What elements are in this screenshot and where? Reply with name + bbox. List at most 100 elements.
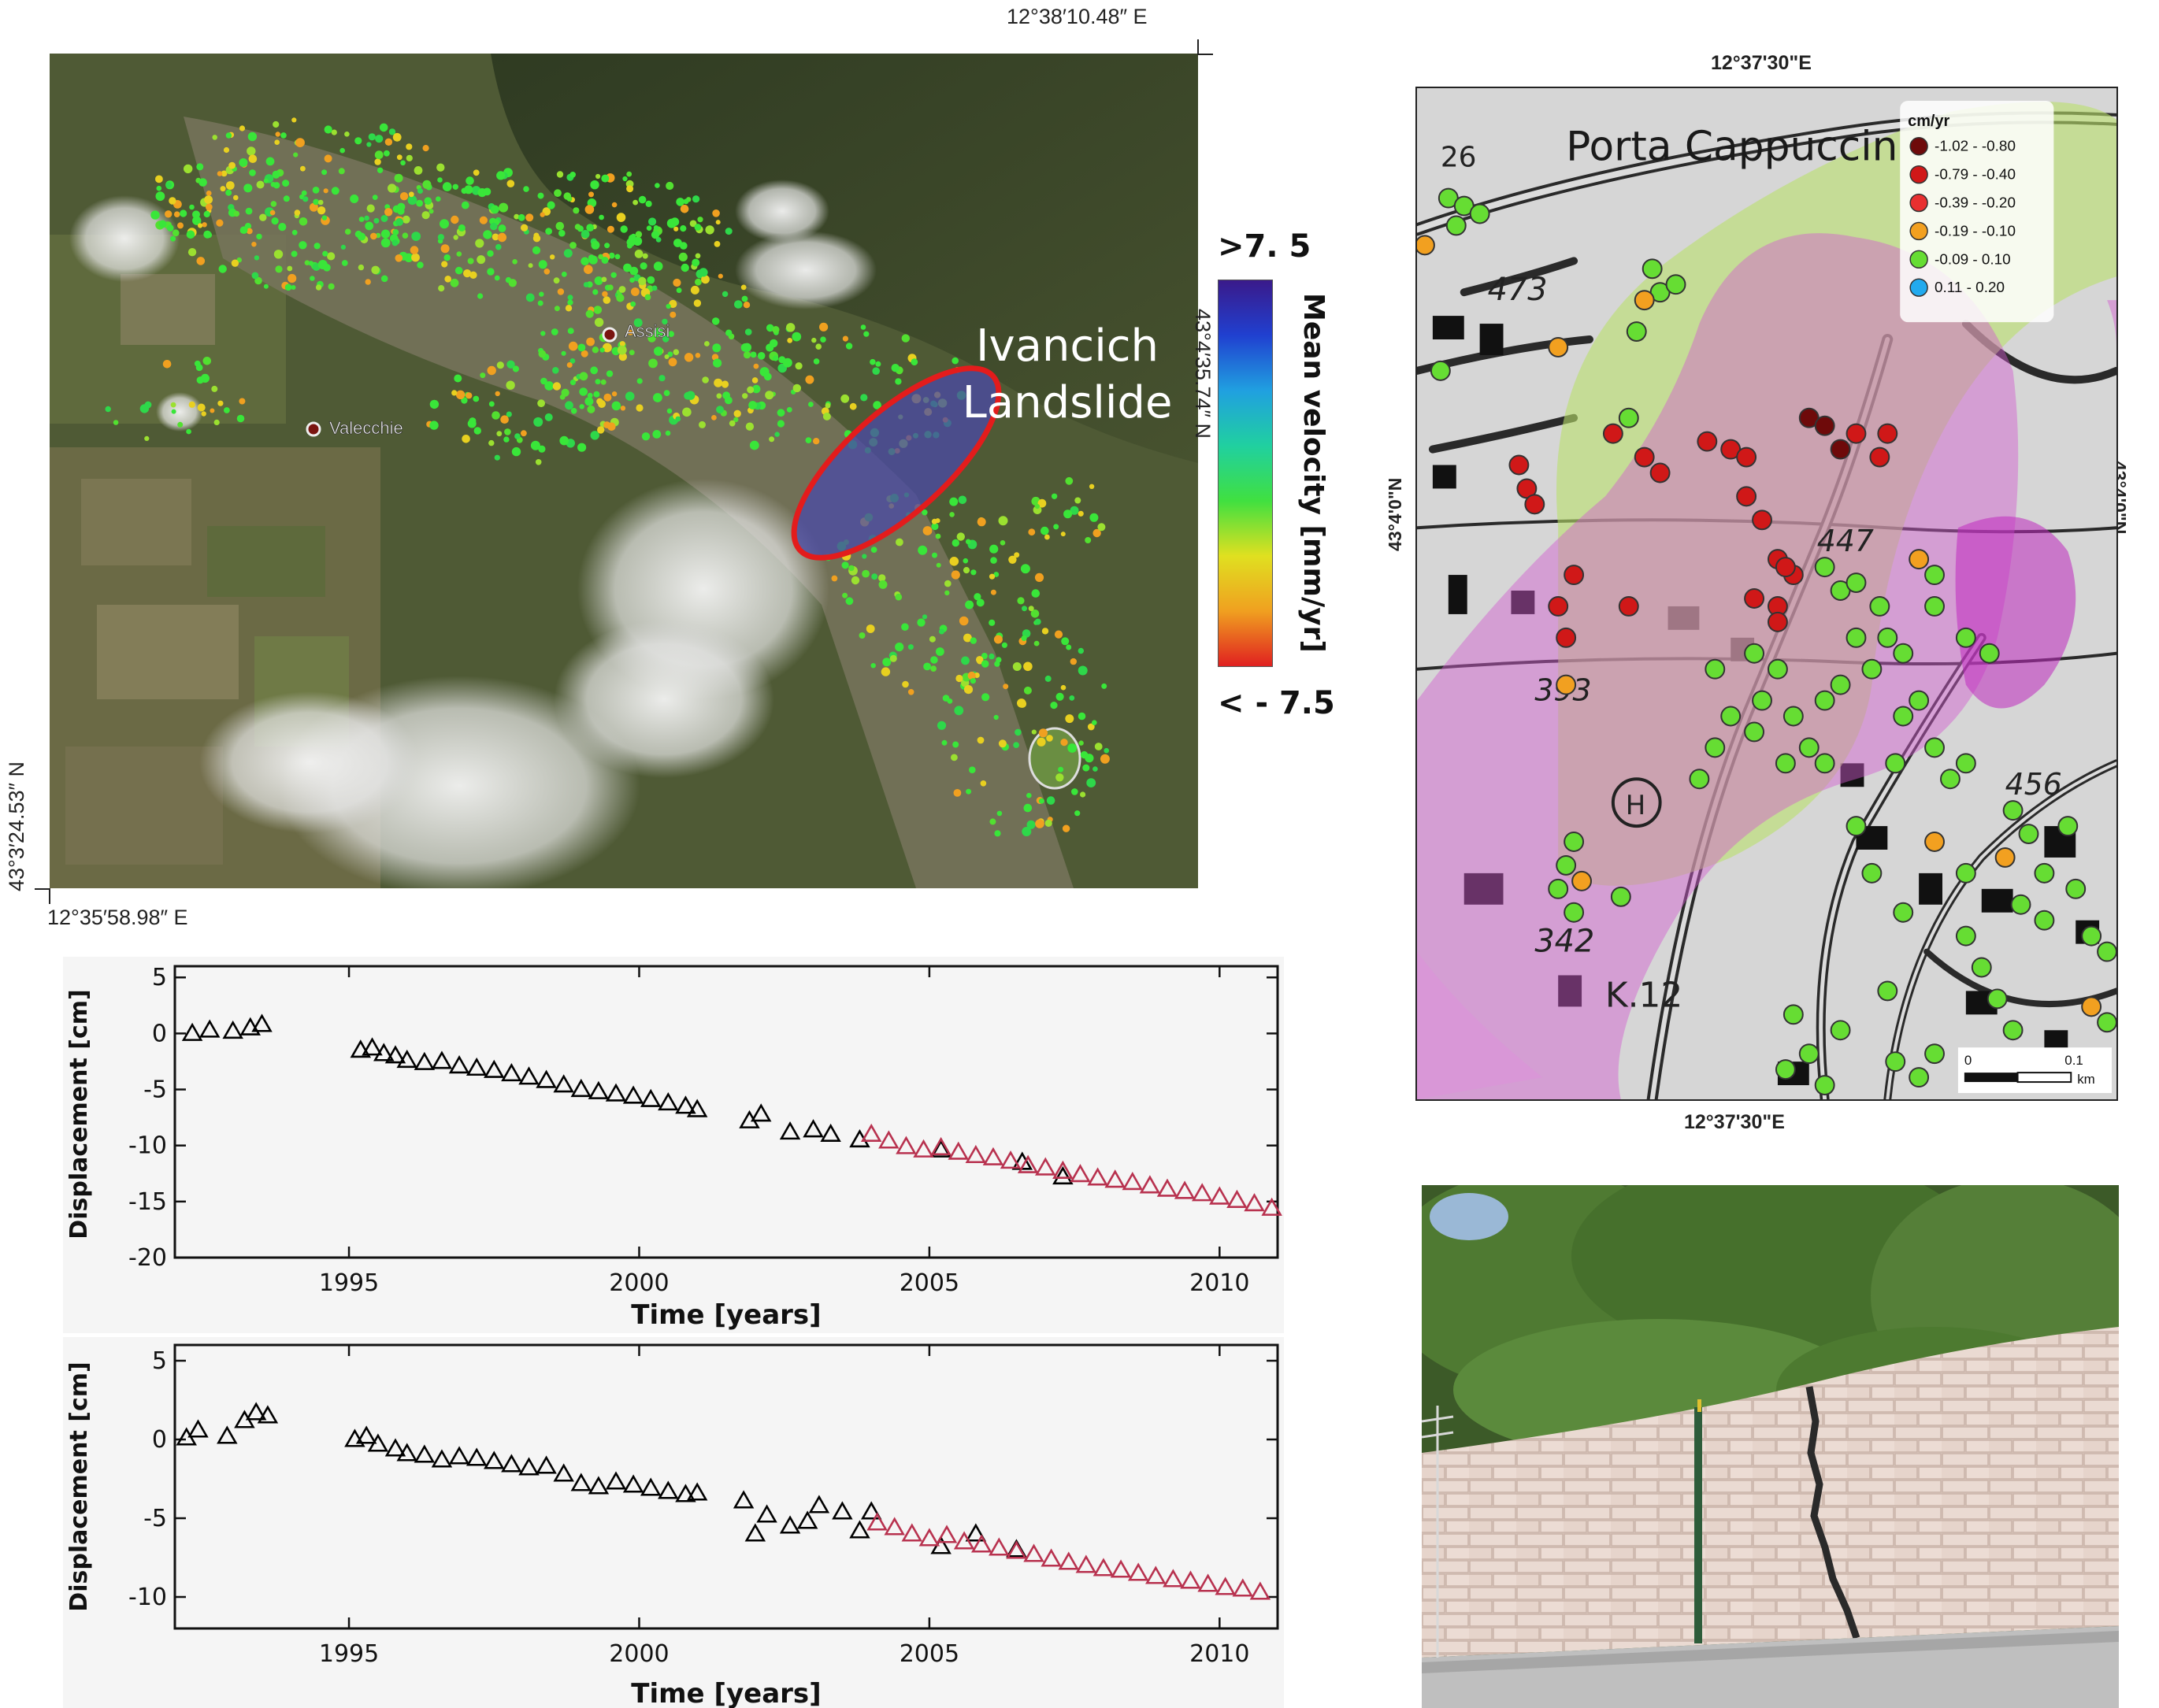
ps-dot (539, 291, 544, 297)
ps-dot (1050, 702, 1058, 710)
ps-dot (625, 391, 635, 402)
ps-dot (500, 415, 509, 424)
ps-dot (259, 213, 267, 221)
ps-dot (340, 244, 346, 250)
map-ps-dot (1697, 431, 1718, 452)
ps-dot (993, 714, 999, 721)
ps-dot (692, 258, 700, 267)
ps-dot (733, 417, 739, 423)
ps-dot (699, 268, 708, 277)
data-point (448, 1055, 470, 1074)
data-point (884, 1517, 905, 1536)
ps-dot (366, 204, 375, 213)
ps-dot (492, 411, 500, 420)
ps-dot (684, 353, 694, 362)
ps-dot (1089, 484, 1095, 489)
ps-dot (1053, 524, 1059, 530)
ps-dot (896, 538, 903, 546)
map-ps-dot (1955, 925, 1976, 947)
ps-dot (380, 229, 391, 239)
ps-dot (901, 623, 909, 631)
ps-dot (963, 558, 969, 564)
legend-swatch (1909, 278, 1928, 297)
ps-dot (270, 201, 277, 207)
map-ps-dot (1909, 690, 1930, 711)
ps-dot (186, 428, 191, 435)
map-ps-dot (2034, 910, 2055, 931)
ps-dot (585, 309, 594, 318)
ps-dot (993, 572, 1000, 577)
ps-dot (654, 346, 663, 356)
ps-dot (701, 275, 710, 284)
map-ps-dot (1556, 627, 1577, 648)
ps-dot (862, 569, 870, 578)
ps-dot (981, 693, 990, 702)
ps-dot (967, 671, 976, 680)
ps-dot (1089, 513, 1099, 522)
ps-dot (461, 201, 469, 209)
ps-dot (989, 653, 995, 660)
sat-coord-right: 43°4′35.74″ N (1191, 309, 1215, 439)
sat-coord-bottom: 12°35′58.98″ E (47, 906, 188, 929)
ps-dot (602, 291, 608, 298)
ps-dot (965, 539, 971, 545)
ps-dot (976, 598, 985, 607)
ps-dot (989, 544, 999, 554)
chart-1-ylabel: Displacement [cm] (65, 989, 93, 1239)
place-assisi: Assisi (625, 321, 670, 341)
legend-swatch (1909, 193, 1928, 213)
ps-dot (963, 567, 970, 574)
data-point (1226, 1189, 1248, 1208)
map-ps-dot (1626, 321, 1647, 342)
ps-dot (323, 188, 328, 194)
data-point (518, 1457, 540, 1476)
ps-dot (569, 242, 577, 249)
ps-dot (1026, 820, 1036, 829)
ps-dot (275, 265, 283, 273)
ps-dot (692, 195, 700, 203)
satellite-image: Assisi Valecchie Ivancich Landslide (50, 54, 1198, 888)
ps-dot (630, 301, 636, 307)
ps-dot (695, 253, 701, 259)
ps-dot (813, 438, 820, 445)
map-ps-dot (1893, 902, 1914, 923)
ps-dot (371, 265, 380, 275)
ps-dot (173, 211, 180, 217)
ps-dot (981, 653, 988, 659)
ps-dot (600, 379, 607, 385)
ps-dot (1046, 796, 1055, 805)
ps-dot (1044, 675, 1052, 682)
ps-dot (699, 421, 706, 428)
map-ps-dot (1556, 674, 1577, 695)
data-point (1110, 1559, 1132, 1578)
data-point (466, 1447, 488, 1466)
sat-coord-left: 43°3′24.53″ N (5, 761, 28, 891)
ps-dot (970, 569, 977, 576)
ps-dot (822, 412, 831, 421)
ps-dot (882, 658, 892, 667)
data-point (820, 1123, 841, 1143)
ps-dot (977, 736, 985, 744)
map-ps-dot (1979, 643, 2000, 664)
ps-dot (492, 233, 499, 241)
sat-tick-tr-h (1197, 54, 1213, 55)
ps-dot (873, 401, 881, 409)
data-point (989, 1537, 1010, 1556)
ps-dot (783, 358, 792, 368)
ps-dot (996, 810, 1003, 817)
map-ps-dot (1775, 557, 1796, 578)
ps-dot (552, 367, 559, 374)
ps-dot (644, 294, 651, 301)
data-point (518, 1066, 540, 1085)
ps-dot (1031, 589, 1041, 598)
legend-label: -0.79 - -0.40 (1935, 167, 2016, 183)
map-ps-dot (2065, 878, 2087, 899)
ps-dot (278, 223, 287, 232)
data-point (1104, 1169, 1126, 1188)
ps-dot (538, 445, 546, 453)
ps-dot (923, 662, 931, 671)
ps-dot (616, 294, 625, 302)
ps-dot (1078, 740, 1084, 746)
map-ps-dot (1814, 690, 1835, 711)
ps-dot (239, 125, 246, 132)
